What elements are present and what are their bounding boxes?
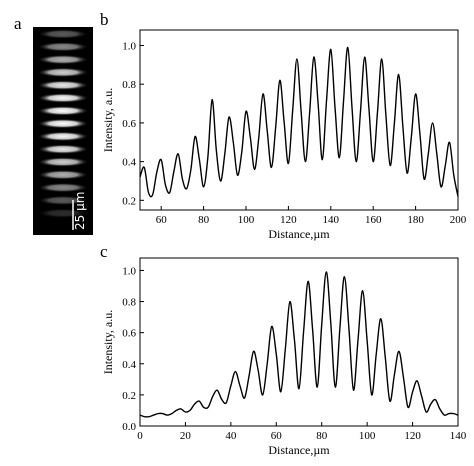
x-tick-label: 0 [137, 430, 143, 442]
y-tick-label: 0.2 [122, 390, 136, 402]
plot-frame [139, 257, 459, 427]
x-tick-label: 120 [280, 214, 297, 226]
y-tick-label: 0.6 [122, 118, 136, 130]
x-tick-label: 60 [271, 430, 283, 442]
x-tick-label: 200 [450, 214, 467, 226]
fringe-band [37, 67, 89, 78]
chart-c: 0 20 40 60 80 100 120 140 0.0 0.2 0.4 0.6 0.8 1.0 Dist… [101, 257, 467, 457]
fringe-band [37, 131, 89, 142]
x-tick-label: 140 [323, 214, 340, 226]
y-tick-label: 0.6 [122, 328, 136, 340]
fringe-band [37, 182, 89, 193]
y-axis-label: Intensity, a.u. [101, 88, 115, 153]
panel-letter-c: c [100, 242, 108, 261]
x-tick-label: 180 [407, 214, 424, 226]
fringe-band [37, 106, 89, 116]
fringe-band [37, 118, 89, 129]
y-tick-label: 1.0 [122, 40, 136, 52]
fringe-band [37, 170, 89, 180]
fringe-band [37, 54, 89, 65]
fringe-band [37, 157, 89, 167]
fringe-band [37, 29, 89, 39]
x-tick-label: 80 [316, 430, 328, 442]
y-tick-label: 0.4 [122, 157, 136, 169]
x-tick-label: 20 [180, 430, 192, 442]
scale-bar-label: 25 µm [73, 192, 87, 230]
x-tick-label: 80 [198, 214, 210, 226]
fringe-band [37, 144, 89, 154]
fringe-band [37, 80, 89, 90]
x-tick-label: 100 [359, 430, 376, 442]
panel-letter-b: b [100, 10, 109, 29]
x-tick-label: 160 [365, 214, 382, 226]
x-axis-label: Distance,µm [268, 443, 330, 457]
y-tick-label: 0.8 [122, 297, 136, 309]
x-tick-label: 120 [404, 430, 421, 442]
y-tick-label: 0.8 [122, 79, 136, 91]
x-tick-label: 40 [225, 430, 237, 442]
chart-b: 60 80 100 120 140 160 180 200 0.2 0.4 0.6 0.8 1.0 Dis… [101, 29, 467, 241]
y-axis-label: Intensity, a.u. [101, 310, 115, 375]
fringe-band [37, 42, 89, 52]
y-tick-label: 0.0 [122, 421, 136, 433]
y-tick-label: 0.4 [122, 359, 136, 371]
fringe-band [37, 195, 89, 206]
x-tick-label: 100 [238, 214, 255, 226]
intensity-line [139, 46, 459, 198]
y-tick-label: 1.0 [122, 265, 136, 277]
fringe-band [37, 93, 89, 103]
plot-frame [139, 29, 459, 211]
fringe-band [37, 208, 89, 218]
x-axis-label: Distance,µm [268, 227, 330, 241]
x-tick-label: 140 [450, 430, 467, 442]
y-tick-label: 0.2 [122, 195, 136, 207]
panel-letter-a: a [14, 14, 22, 33]
intensity-line [139, 271, 459, 418]
x-tick-label: 60 [156, 214, 168, 226]
